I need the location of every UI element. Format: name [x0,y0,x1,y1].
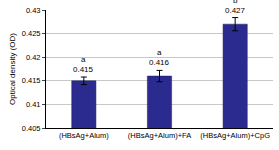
svg-text:b: b [233,0,238,5]
svg-text:0.415: 0.415 [73,65,94,74]
svg-text:0.415: 0.415 [22,76,41,85]
svg-text:0.416: 0.416 [149,58,170,67]
svg-text:0.405: 0.405 [22,124,41,133]
svg-text:(HBsAg+Alum)+FA: (HBsAg+Alum)+FA [128,131,191,140]
svg-text:0.43: 0.43 [26,6,41,15]
svg-text:0.41: 0.41 [26,100,41,109]
svg-text:0.42: 0.42 [26,53,41,62]
svg-text:(HBsAg+Alum): (HBsAg+Alum) [59,131,109,140]
svg-text:Optical density (OD): Optical density (OD) [8,33,17,105]
svg-text:(HBsAg+Alum)+CpG: (HBsAg+Alum)+CpG [200,131,270,140]
svg-text:a: a [157,48,162,57]
svg-text:0.425: 0.425 [22,29,41,38]
svg-text:a: a [81,55,86,64]
svg-text:0.427: 0.427 [225,6,246,15]
